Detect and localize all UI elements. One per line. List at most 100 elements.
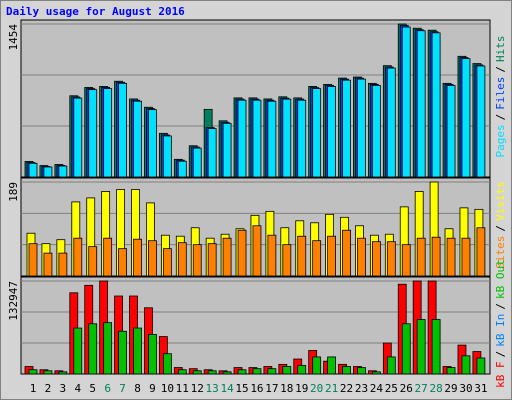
- bar: [177, 242, 187, 277]
- x-tick-label: 13: [206, 382, 219, 395]
- bar: [401, 244, 411, 277]
- bar: [43, 252, 53, 277]
- bar: [252, 225, 262, 277]
- x-tick-label: 9: [149, 382, 156, 395]
- x-tick-label: 2: [45, 382, 52, 395]
- x-tick-label: 5: [89, 382, 96, 395]
- bar: [192, 370, 202, 375]
- bar: [58, 371, 68, 375]
- bar: [386, 67, 396, 178]
- bar: [148, 240, 157, 277]
- bar: [58, 252, 68, 277]
- x-tick-label: 24: [370, 382, 384, 395]
- bar: [88, 89, 98, 178]
- legend-entry: Sites: [494, 236, 507, 269]
- bar: [207, 243, 217, 277]
- bar: [73, 97, 83, 178]
- x-tick-label: 4: [74, 382, 81, 395]
- x-tick-label: 21: [325, 382, 338, 395]
- bar: [148, 109, 157, 178]
- legend-entry: kB In: [494, 314, 507, 347]
- bar: [43, 166, 53, 178]
- bar: [162, 248, 172, 277]
- legend-entry: Files: [494, 77, 507, 110]
- x-tick-label: 17: [265, 382, 278, 395]
- bar: [28, 162, 38, 178]
- bar: [73, 327, 83, 375]
- bar: [282, 366, 292, 375]
- bar: [103, 88, 113, 178]
- bar: [312, 240, 322, 277]
- bar: [28, 369, 38, 375]
- legend-entry: kB Out: [494, 259, 507, 299]
- legend: Sites / Visits: [494, 181, 507, 269]
- bar: [357, 237, 366, 277]
- legend-separator: /: [494, 225, 507, 232]
- bar: [103, 237, 113, 277]
- x-tick-label: 16: [250, 382, 263, 395]
- bar: [118, 330, 127, 375]
- legend-separator: /: [494, 114, 507, 121]
- y-tick-label: 189: [7, 182, 20, 202]
- bar: [431, 319, 441, 375]
- x-tick-label: 7: [119, 382, 126, 395]
- bar: [28, 243, 38, 277]
- bar: [446, 85, 456, 178]
- bar: [103, 322, 113, 375]
- bar: [252, 368, 262, 375]
- bar: [401, 323, 411, 375]
- bar: [431, 32, 441, 178]
- bar: [371, 241, 381, 277]
- bar: [386, 356, 396, 375]
- legend-separator: /: [494, 66, 507, 73]
- legend-entry: Pages: [494, 124, 507, 157]
- bar: [401, 26, 411, 178]
- bar: [43, 370, 53, 375]
- legend-entry: Hits: [494, 36, 507, 63]
- bar: [476, 227, 486, 277]
- x-tick-label: 8: [134, 382, 141, 395]
- bar: [357, 78, 366, 178]
- bar: [476, 357, 486, 375]
- bar: [133, 100, 142, 178]
- bar: [342, 366, 351, 375]
- bar: [476, 65, 486, 178]
- bar: [416, 237, 426, 277]
- bar: [118, 248, 127, 277]
- x-tick-label: 6: [104, 382, 111, 395]
- bar: [192, 244, 202, 277]
- bar: [342, 79, 351, 178]
- bar: [416, 319, 426, 375]
- x-tick-label: 11: [176, 382, 189, 395]
- bar: [267, 234, 277, 277]
- bar: [446, 237, 456, 277]
- bar: [342, 229, 351, 277]
- bar: [386, 241, 396, 277]
- x-tick-label: 31: [474, 382, 487, 395]
- bar: [431, 236, 441, 277]
- bar: [237, 99, 247, 178]
- bar: [297, 365, 307, 375]
- bar: [177, 369, 187, 375]
- bar: [371, 371, 381, 375]
- bar: [371, 85, 381, 178]
- bar: [297, 235, 307, 277]
- bar: [162, 353, 172, 375]
- x-tick-label: 29: [444, 382, 457, 395]
- x-tick-label: 10: [161, 382, 174, 395]
- x-tick-label: 22: [340, 382, 353, 395]
- x-tick-label: 23: [355, 382, 368, 395]
- bar: [207, 370, 217, 375]
- y-tick-label: 1454: [7, 24, 20, 51]
- bar: [461, 355, 471, 375]
- x-tick-label: 27: [415, 382, 428, 395]
- legend-separator: /: [494, 303, 507, 310]
- bar: [461, 58, 471, 178]
- legend: kB F / kB In / kB Out: [494, 259, 507, 388]
- bar: [133, 327, 142, 375]
- legend-entry: Visits: [494, 181, 507, 221]
- bar: [327, 86, 337, 178]
- bar: [461, 237, 471, 277]
- chart-title: Daily usage for August 2016: [6, 5, 185, 18]
